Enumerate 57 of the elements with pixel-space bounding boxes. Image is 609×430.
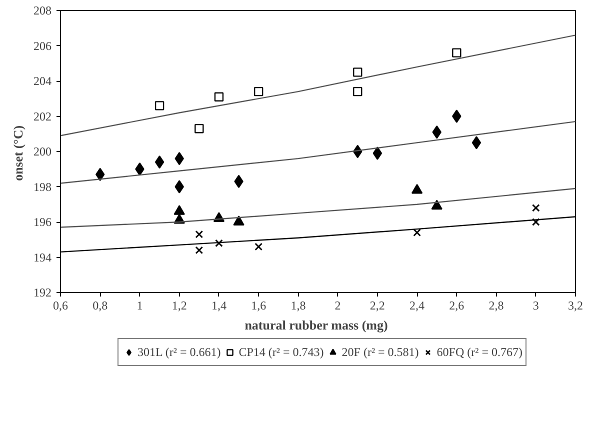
point: [413, 228, 421, 237]
x-tick-label: 0,8: [92, 298, 108, 312]
x-tick-label: 2,6: [449, 298, 464, 312]
point: [214, 92, 224, 102]
point: [215, 239, 223, 248]
y-tick-label: 196: [34, 215, 52, 229]
point: [195, 230, 204, 238]
y-tick-label: 200: [34, 144, 52, 158]
line-series: [60, 120, 576, 184]
point: [431, 200, 442, 210]
point: [353, 68, 362, 77]
y-tick-label: 206: [34, 38, 52, 53]
point: [154, 101, 164, 110]
legend-label: 301L (r² = 0.661): [137, 344, 221, 360]
x-tick-label: 2,8: [488, 298, 504, 312]
point: [254, 242, 263, 251]
point: [254, 86, 264, 96]
x-tick-label: 3: [532, 298, 539, 312]
legend-label: CP14 (r² = 0.743): [238, 344, 324, 360]
x-tick-label: 2,4: [410, 298, 425, 312]
line-series: [60, 34, 576, 136]
x-tick-label: 1,6: [251, 298, 266, 312]
point: [472, 136, 482, 150]
point: [174, 205, 185, 215]
legend-label: 60FQ (r² = 0.767): [436, 344, 523, 360]
point: [174, 180, 184, 194]
point: [353, 86, 362, 96]
x-axis-title: natural rubber mass (mg): [244, 318, 388, 332]
y-tick-label: 208: [34, 4, 52, 18]
x-tick-label: 3,2: [568, 298, 583, 312]
point: [452, 110, 462, 123]
y-tick-label: 198: [34, 180, 52, 194]
x-tick-label: 0,6: [53, 298, 68, 312]
x-tick-label: 1,4: [211, 298, 226, 312]
y-tick-label: 204: [34, 74, 52, 88]
point: [452, 48, 462, 58]
x-tick-label: 2,2: [370, 298, 385, 312]
x-tick-label: 1,2: [172, 298, 187, 312]
line-series: [60, 188, 576, 228]
point: [154, 155, 164, 169]
point: [372, 146, 382, 160]
point: [194, 124, 204, 134]
y-tick-label: 194: [34, 250, 52, 264]
point: [532, 218, 540, 226]
point: [532, 204, 540, 212]
y-axis-title: onset (°C): [10, 125, 26, 181]
y-tick-label: 202: [34, 109, 52, 124]
point: [411, 184, 423, 194]
x-tick-label: 1,8: [290, 298, 306, 312]
y-tick-label: 192: [34, 286, 52, 300]
point: [233, 216, 244, 226]
point: [432, 126, 442, 139]
x-tick-label: 2: [334, 298, 341, 312]
x-tick-label: 1: [136, 298, 143, 312]
legend-label: 20F (r² = 0.581): [342, 344, 419, 360]
point: [195, 246, 204, 254]
point: [135, 162, 144, 176]
